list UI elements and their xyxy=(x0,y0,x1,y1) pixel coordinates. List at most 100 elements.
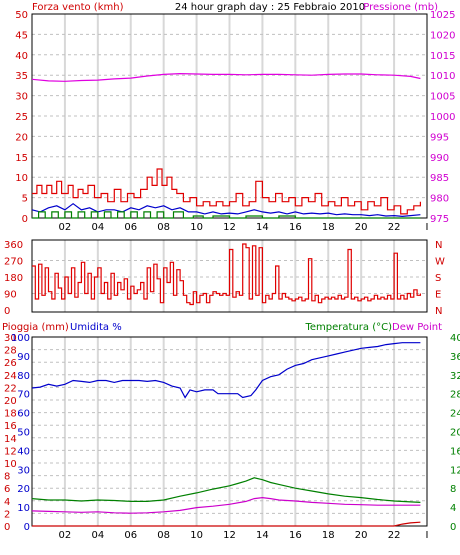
wind_min-series xyxy=(32,211,421,219)
temperature-tick-label: 4 xyxy=(450,503,456,514)
time-tick-label: 16 xyxy=(289,222,302,233)
temperature-tick-label: 8 xyxy=(450,484,456,495)
rain-tick-label: 26 xyxy=(4,358,17,369)
rain-tick-label: 18 xyxy=(4,409,17,420)
time-tick-label: 18 xyxy=(322,530,335,541)
compass-label: N xyxy=(435,306,442,317)
time-tick-label: 08 xyxy=(157,530,170,541)
time-tick-label: 16 xyxy=(289,530,302,541)
humidity-tick-label: 90 xyxy=(17,352,30,363)
direction-tick-label: 360 xyxy=(4,240,23,251)
pressure-tick-label: 1025 xyxy=(430,10,455,21)
time-tick-end: I xyxy=(426,222,429,233)
wind-tick-label: 20 xyxy=(15,132,28,143)
humidity-tick-label: 60 xyxy=(17,409,30,420)
rain-tick-label: 4 xyxy=(4,497,10,508)
pressure-tick-label: 1020 xyxy=(430,30,455,41)
humidity-tick-label: 100 xyxy=(11,333,30,344)
rain-tick-label: 16 xyxy=(4,421,17,432)
humidity-tick-label: 50 xyxy=(17,428,30,439)
direction-tick-label: 180 xyxy=(4,273,23,284)
rain-series xyxy=(32,521,421,527)
humidity-axis-title: Umidita % xyxy=(70,322,122,333)
temperature-tick-label: 24 xyxy=(450,409,460,420)
pressure-tick-label: 1015 xyxy=(430,51,455,62)
wind_avg-series xyxy=(31,202,421,218)
pressure-axis-title: Pressione (mb) xyxy=(363,2,438,13)
temperature-tick-label: 28 xyxy=(450,390,460,401)
time-tick-label: 04 xyxy=(91,222,104,233)
time-tick-label: 06 xyxy=(124,530,137,541)
compass-label: W xyxy=(435,257,445,268)
direction-series xyxy=(32,243,421,306)
humidity-series xyxy=(31,342,421,399)
rain-tick-label: 24 xyxy=(4,371,17,382)
time-tick-label: 06 xyxy=(124,222,137,233)
humidity-tick-label: 80 xyxy=(17,371,30,382)
rain-tick-label: 8 xyxy=(4,472,10,483)
time-tick-label: 22 xyxy=(388,530,401,541)
temperature-tick-label: 0 xyxy=(450,522,456,533)
pressure-series xyxy=(31,72,421,82)
temperature-series xyxy=(31,477,421,503)
pressure-tick-label: 975 xyxy=(430,214,449,225)
gust-series xyxy=(32,168,421,215)
temperature-tick-label: 12 xyxy=(450,465,460,476)
time-tick-label: 22 xyxy=(388,222,401,233)
wind-tick-label: 40 xyxy=(15,51,28,62)
humidity-tick-label: 40 xyxy=(17,446,30,457)
dewpoint-series xyxy=(31,496,421,514)
time-tick-label: 20 xyxy=(355,222,368,233)
time-tick-label: 12 xyxy=(223,530,236,541)
wind-tick-label: 30 xyxy=(15,92,28,103)
wind-tick-label: 25 xyxy=(15,112,28,123)
humidity-tick-label: 10 xyxy=(17,503,30,514)
temperature-tick-label: 16 xyxy=(450,446,460,457)
dewpoint-axis-title: Dew Point xyxy=(392,322,442,333)
humidity-tick-label: 20 xyxy=(17,484,30,495)
rain-tick-label: 22 xyxy=(4,383,17,394)
pressure-tick-label: 1000 xyxy=(430,112,455,123)
wind-tick-label: 0 xyxy=(22,214,28,225)
time-tick-label: 10 xyxy=(190,530,203,541)
compass-label: E xyxy=(435,290,441,301)
time-tick-label: 02 xyxy=(59,222,72,233)
pressure-tick-label: 980 xyxy=(430,194,449,205)
pressure-tick-label: 995 xyxy=(430,132,449,143)
humidity-tick-label: 70 xyxy=(17,390,30,401)
pressure-tick-label: 985 xyxy=(430,173,449,184)
direction-tick-label: 0 xyxy=(4,306,10,317)
time-tick-label: 14 xyxy=(256,530,269,541)
time-tick-end: I xyxy=(426,530,429,541)
time-tick-label: 10 xyxy=(190,222,203,233)
temperature-axis-title: Temperatura (°C) xyxy=(304,322,392,333)
wind-tick-label: 50 xyxy=(15,10,28,21)
rain-tick-label: 30 xyxy=(4,333,17,344)
rain-tick-label: 20 xyxy=(4,396,17,407)
wind-tick-label: 5 xyxy=(22,194,28,205)
time-tick-label: 14 xyxy=(256,222,269,233)
wind-axis-title: Forza vento (kmh) xyxy=(32,2,124,13)
compass-label: N xyxy=(435,240,442,251)
rain-tick-label: 6 xyxy=(4,484,10,495)
time-tick-label: 20 xyxy=(355,530,368,541)
pressure-tick-label: 1005 xyxy=(430,92,455,103)
temperature-tick-label: 36 xyxy=(450,352,460,363)
pressure-tick-label: 1010 xyxy=(430,71,455,82)
wind-direction-frame xyxy=(31,239,428,313)
time-tick-label: 02 xyxy=(59,530,72,541)
temperature-tick-label: 40 xyxy=(450,333,460,344)
rain-tick-label: 10 xyxy=(4,459,17,470)
direction-tick-label: 90 xyxy=(4,290,17,301)
time-tick-label: 12 xyxy=(223,222,236,233)
time-tick-label: 18 xyxy=(322,222,335,233)
time-tick-label: 08 xyxy=(157,222,170,233)
temperature-tick-label: 32 xyxy=(450,371,460,382)
rain-tick-label: 12 xyxy=(4,446,17,457)
wind-tick-label: 45 xyxy=(15,30,28,41)
compass-label: S xyxy=(435,273,441,284)
wind-tick-label: 10 xyxy=(15,173,28,184)
rain-tick-label: 0 xyxy=(4,522,10,533)
direction-tick-label: 270 xyxy=(4,257,23,268)
